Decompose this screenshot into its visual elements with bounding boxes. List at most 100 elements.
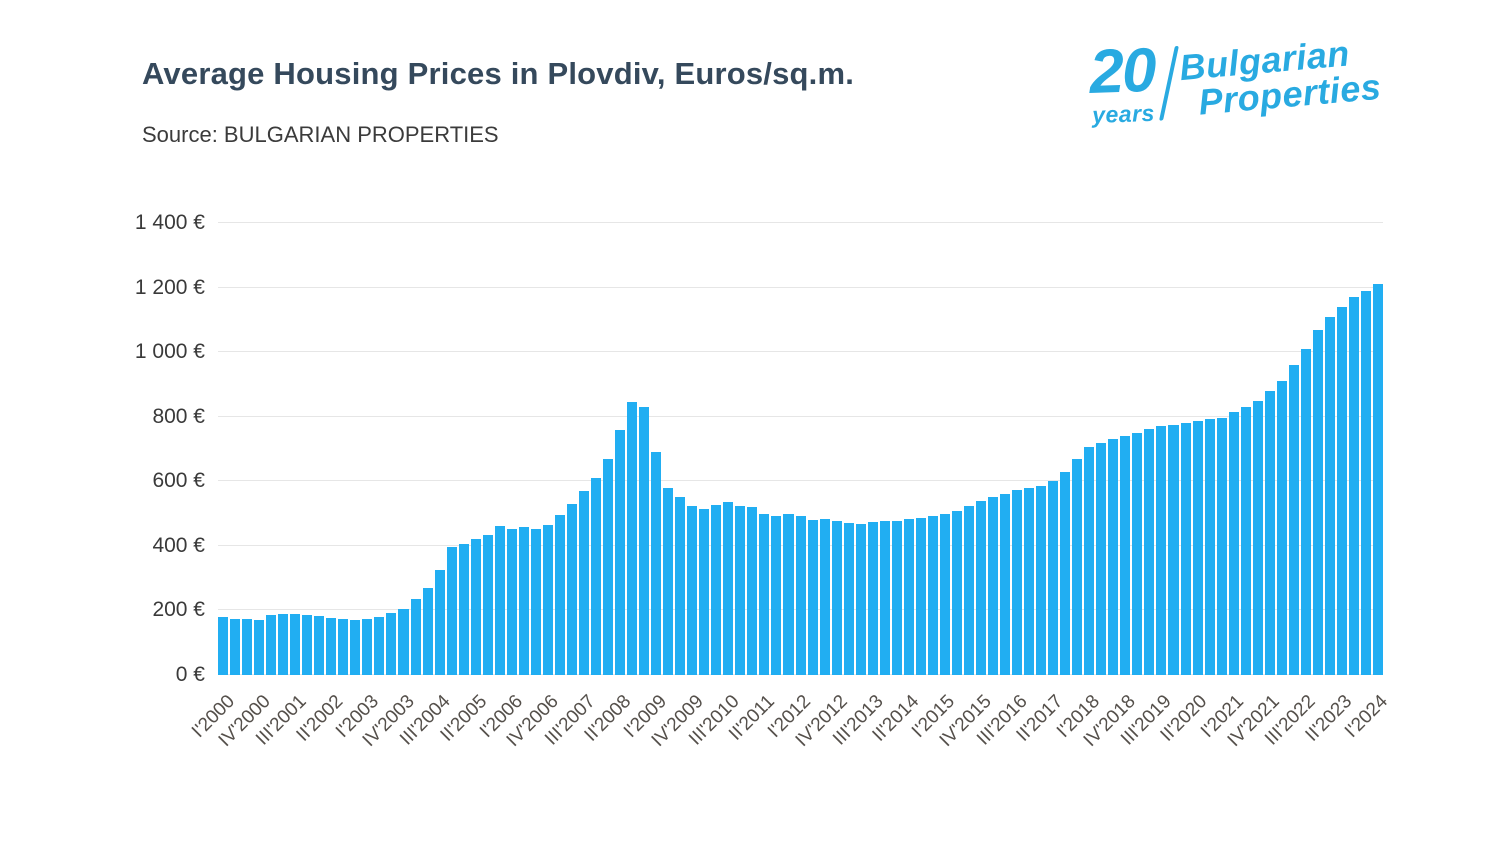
bar xyxy=(326,617,337,675)
x-axis: I'2000 IV'2000 III'2001 II'2002 I'2003 IV'200… xyxy=(188,679,1392,789)
bar xyxy=(1348,297,1359,675)
y-tick-label: 200 € xyxy=(152,598,205,622)
bar xyxy=(482,534,493,675)
bar xyxy=(314,615,325,675)
bar xyxy=(711,504,722,675)
page-title: Average Housing Prices in Plovdiv, Euros… xyxy=(142,56,855,91)
bar xyxy=(1108,439,1119,675)
logo-20-number: 20 xyxy=(1088,35,1156,108)
bar xyxy=(1060,471,1071,675)
bar xyxy=(1300,348,1311,675)
gridline xyxy=(218,222,1383,223)
bar xyxy=(1228,411,1239,675)
bar xyxy=(651,452,662,675)
bar xyxy=(1000,493,1011,675)
bar xyxy=(723,502,734,675)
bar xyxy=(1264,390,1275,675)
bar xyxy=(675,496,686,675)
bar xyxy=(1096,442,1107,675)
bar xyxy=(518,526,529,675)
bars xyxy=(218,223,1384,675)
bar xyxy=(1036,486,1047,675)
y-tick-label: 0 € xyxy=(175,663,205,686)
bar xyxy=(278,613,289,675)
bar xyxy=(1156,426,1167,675)
bar xyxy=(615,429,626,675)
bar xyxy=(879,521,890,675)
logo-divider xyxy=(1158,45,1179,121)
logo-years-label: years xyxy=(1091,99,1156,128)
bar xyxy=(590,478,601,675)
bar xyxy=(350,620,361,675)
bar xyxy=(963,506,974,675)
bar xyxy=(1072,458,1083,675)
brand-logo: 20 years Bulgarian Properties xyxy=(1088,32,1383,129)
bar xyxy=(843,523,854,675)
gridline xyxy=(218,480,1383,482)
bar xyxy=(951,511,962,675)
bar xyxy=(410,599,421,675)
logo-brand-name: Bulgarian Properties xyxy=(1178,32,1383,122)
bar xyxy=(915,518,926,675)
bar xyxy=(1336,306,1347,675)
bar xyxy=(1144,428,1155,675)
bar xyxy=(855,523,866,675)
bar xyxy=(302,615,313,675)
bar xyxy=(927,516,938,675)
gridline xyxy=(218,286,1383,288)
bar xyxy=(1132,432,1143,675)
bar xyxy=(1312,329,1323,675)
y-tick-label: 400 € xyxy=(152,533,205,557)
logo-20-years: 20 years xyxy=(1088,35,1157,129)
bar xyxy=(1240,407,1251,675)
bar xyxy=(975,501,986,675)
bar xyxy=(1024,488,1035,675)
bar xyxy=(230,618,241,675)
bar xyxy=(494,525,505,675)
bar xyxy=(1360,290,1371,675)
bar xyxy=(362,619,373,675)
y-tick-label: 1 000 € xyxy=(134,340,205,364)
bar xyxy=(218,616,229,675)
y-tick-label: 1 200 € xyxy=(134,275,205,299)
bar xyxy=(603,458,614,675)
bar xyxy=(578,490,589,675)
gridline xyxy=(218,415,1383,417)
bar xyxy=(1204,419,1215,675)
y-tick-label: 1 400 € xyxy=(134,211,205,234)
bar xyxy=(1048,481,1059,675)
bar xyxy=(470,539,481,675)
bar xyxy=(747,507,758,675)
y-tick-label: 600 € xyxy=(152,469,205,493)
bar xyxy=(1373,284,1384,675)
bar xyxy=(867,522,878,675)
y-tick-label: 800 € xyxy=(152,404,205,428)
bar xyxy=(831,521,842,675)
bar xyxy=(506,529,517,675)
bar xyxy=(627,402,638,675)
bar xyxy=(374,616,385,675)
bar xyxy=(1168,424,1179,675)
bar xyxy=(891,520,902,675)
bar xyxy=(1012,490,1023,675)
bar xyxy=(1324,316,1335,675)
bar xyxy=(1180,423,1191,675)
bar xyxy=(663,487,674,675)
bar xyxy=(254,620,265,675)
bar xyxy=(1192,420,1203,675)
bar xyxy=(687,505,698,675)
bar xyxy=(242,619,253,675)
bar xyxy=(988,497,999,675)
bar xyxy=(639,407,650,675)
bar xyxy=(458,544,469,675)
plot-area xyxy=(218,222,1384,675)
bar xyxy=(542,524,553,675)
gridline xyxy=(218,351,1383,353)
bar xyxy=(434,570,445,675)
bar xyxy=(903,519,914,675)
bar xyxy=(1084,447,1095,675)
bar xyxy=(1288,365,1299,675)
bar xyxy=(819,518,830,675)
bar xyxy=(386,613,397,675)
